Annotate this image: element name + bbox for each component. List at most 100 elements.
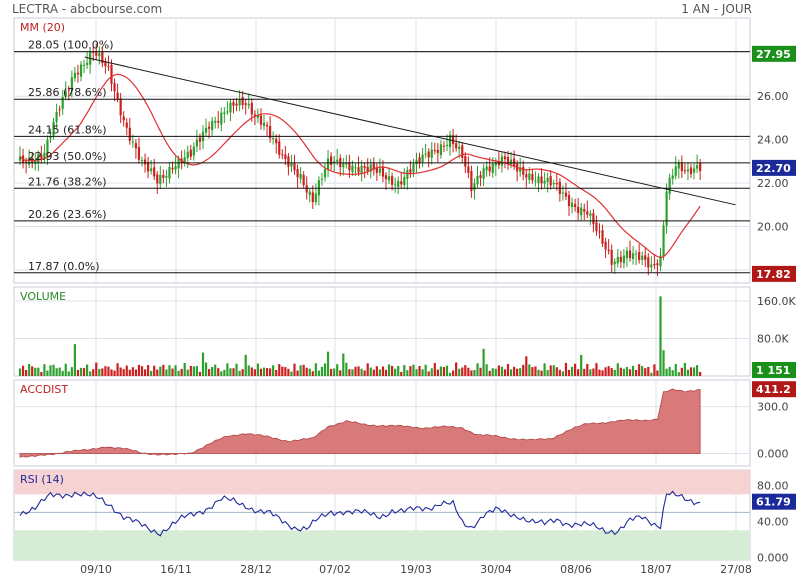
- price-candle: [500, 156, 503, 166]
- volume-bar: [330, 368, 333, 376]
- volume-bar: [159, 366, 162, 376]
- price-candle: [503, 156, 507, 160]
- volume-bar: [421, 369, 424, 376]
- price-candle: [439, 144, 442, 156]
- price-candle: [153, 167, 156, 177]
- volume-bar: [67, 371, 70, 376]
- price-candle: [528, 173, 531, 180]
- chart-source-title: LECTRA - abcbourse.com: [12, 2, 163, 16]
- volume-bar: [122, 369, 125, 376]
- volume-bar: [631, 365, 635, 376]
- volume-bar: [55, 368, 58, 376]
- price-candle: [113, 83, 116, 92]
- price-candle: [287, 156, 290, 167]
- price-candle: [186, 151, 189, 159]
- price-candle: [247, 103, 250, 106]
- volume-pane-title: VOLUME: [20, 290, 66, 303]
- volume-bar: [619, 367, 622, 376]
- volume-bar: [488, 370, 491, 376]
- x-tick-label: 16/11: [160, 563, 192, 576]
- volume-bar: [671, 370, 674, 376]
- price-candle: [351, 165, 354, 173]
- price-candle: [25, 161, 28, 163]
- price-candle: [52, 121, 55, 136]
- volume-bar: [418, 365, 421, 376]
- volume-bar: [387, 364, 391, 376]
- price-candle: [262, 122, 266, 126]
- price-candle: [470, 170, 473, 192]
- price-candle: [159, 174, 162, 185]
- volume-y-tick-label: 80.0K: [757, 333, 789, 346]
- volume-bar: [635, 369, 638, 376]
- price-candle: [552, 183, 555, 185]
- volume-bar: [522, 364, 525, 376]
- chart-period-label[interactable]: 1 AN - JOUR: [681, 2, 752, 16]
- price-candle: [241, 97, 244, 105]
- volume-tag: [752, 362, 796, 378]
- accdist-y-tick-label: 0.000: [757, 447, 789, 460]
- volume-bar: [696, 365, 699, 376]
- price-candle: [372, 163, 375, 170]
- volume-bar: [250, 367, 253, 376]
- volume-bar: [577, 369, 580, 376]
- price-candle: [314, 193, 317, 203]
- volume-bar: [290, 371, 293, 376]
- volume-bar: [125, 365, 128, 376]
- price-candle: [229, 102, 232, 113]
- volume-bar: [415, 369, 418, 376]
- volume-bar: [375, 366, 378, 376]
- price-candle: [686, 169, 690, 172]
- price-candle: [192, 146, 195, 156]
- volume-bar: [610, 368, 613, 376]
- volume-bar: [564, 362, 568, 376]
- volume-bar: [31, 366, 34, 376]
- volume-bar: [433, 362, 436, 376]
- price-candle: [256, 115, 259, 118]
- volume-bar: [665, 368, 668, 376]
- accdist-pane-title: ACCDIST: [20, 383, 68, 396]
- price-candle: [363, 166, 366, 169]
- volume-bar: [439, 366, 442, 376]
- volume-bar: [198, 371, 202, 376]
- price-candle: [308, 191, 311, 195]
- price-candle: [34, 160, 37, 164]
- volume-bar: [58, 367, 61, 376]
- price-candle: [442, 145, 446, 147]
- price-candle: [165, 176, 168, 178]
- volume-bar: [147, 365, 150, 376]
- price-y-tick-label: 24.00: [757, 134, 789, 147]
- price-candle: [622, 255, 625, 264]
- volume-bar: [98, 368, 101, 376]
- price-candle: [342, 162, 345, 168]
- price-candle: [403, 176, 406, 186]
- volume-bar: [366, 363, 369, 376]
- price-candle: [415, 159, 418, 165]
- volume-bar: [604, 367, 607, 376]
- price-candle: [561, 192, 564, 194]
- volume-bar: [674, 364, 677, 376]
- volume-bar: [201, 352, 205, 376]
- price-candle: [467, 166, 470, 173]
- price-candle: [320, 178, 324, 180]
- volume-bar: [552, 365, 555, 376]
- volume-bar: [165, 369, 168, 376]
- volume-bar: [339, 370, 342, 376]
- price-candle: [476, 175, 479, 185]
- price-candle: [226, 111, 229, 113]
- price-candle: [412, 164, 415, 173]
- price-candle: [473, 183, 476, 190]
- volume-bar: [186, 369, 189, 376]
- volume-bar: [241, 369, 244, 376]
- price-candle: [375, 167, 378, 173]
- price-candle: [357, 167, 360, 173]
- price-candle: [82, 64, 86, 66]
- volume-bar: [76, 369, 80, 376]
- volume-bar: [467, 367, 470, 376]
- price-candle: [107, 66, 110, 68]
- price-candle: [208, 126, 211, 129]
- volume-bar: [293, 363, 296, 376]
- price-candle: [458, 146, 461, 150]
- price-candle: [671, 175, 674, 179]
- volume-bar: [589, 369, 592, 376]
- price-candle: [137, 147, 141, 160]
